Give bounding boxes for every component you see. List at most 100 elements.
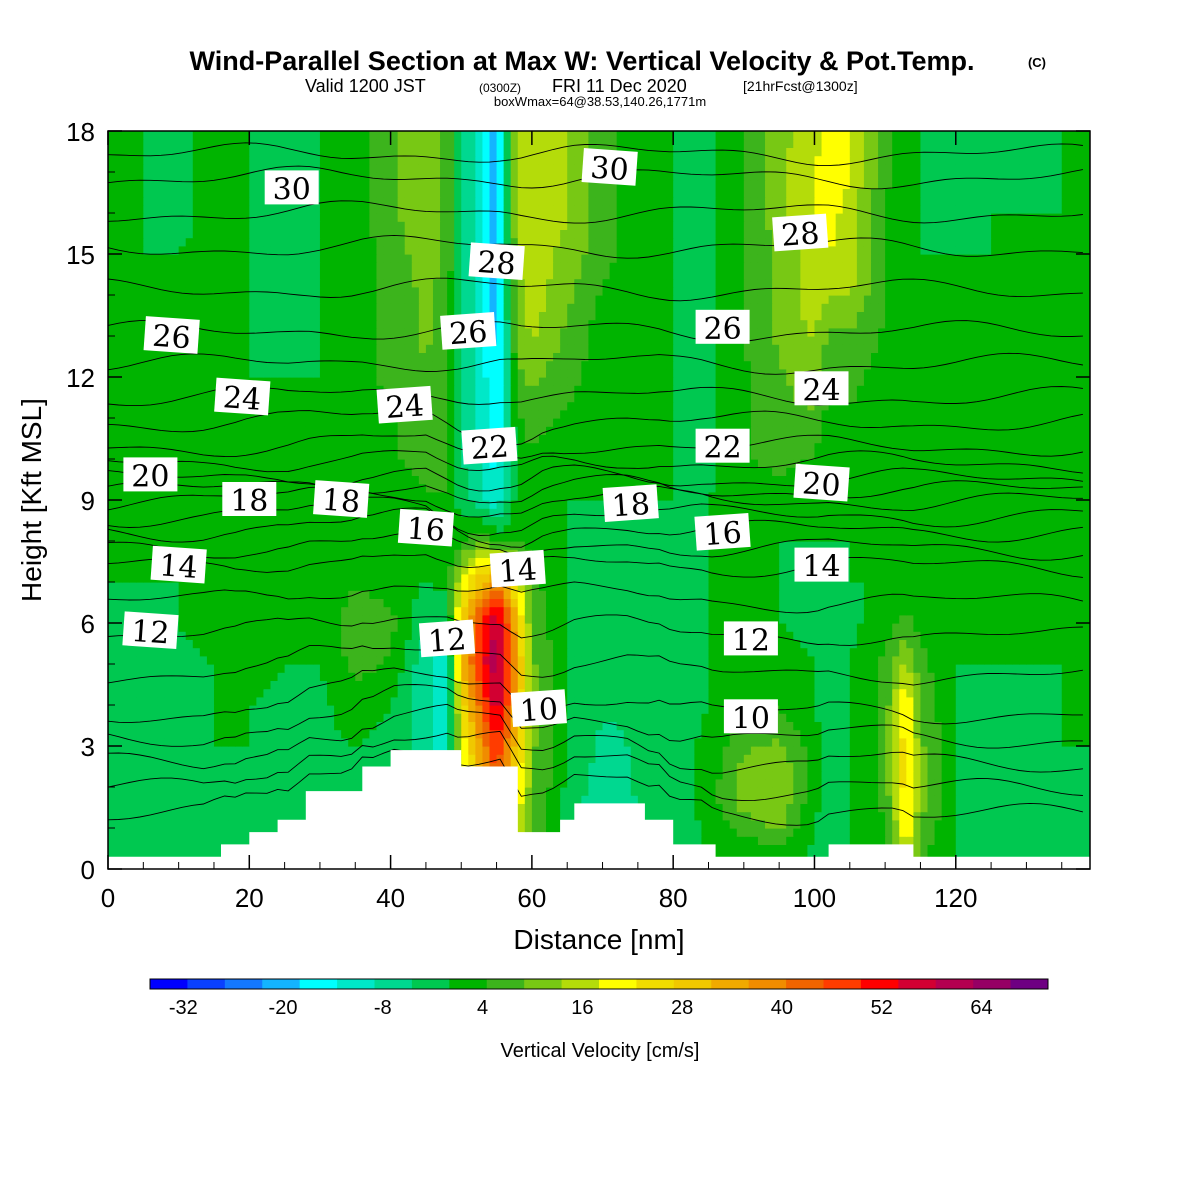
velocity-cell — [411, 598, 420, 608]
velocity-cell — [284, 631, 293, 640]
velocity-cell — [962, 623, 971, 632]
velocity-cell — [673, 655, 681, 665]
velocity-cell — [517, 647, 526, 657]
velocity-cell — [927, 844, 936, 854]
velocity-cell — [715, 614, 724, 624]
velocity-cell — [298, 672, 307, 681]
velocity-cell — [553, 819, 561, 829]
velocity-cell — [623, 762, 632, 772]
velocity-cell — [1033, 737, 1042, 747]
velocity-cell — [221, 672, 229, 681]
velocity-cell — [567, 606, 575, 616]
velocity-cell — [637, 705, 646, 714]
velocity-cell — [206, 787, 215, 796]
velocity-cell — [1068, 631, 1077, 640]
velocity-cell — [517, 598, 526, 608]
velocity-cell — [715, 811, 724, 821]
velocity-cell — [849, 795, 858, 804]
velocity-cell — [574, 787, 582, 796]
velocity-cell — [143, 828, 151, 837]
velocity-cell — [701, 795, 710, 804]
velocity-cell — [560, 573, 568, 583]
velocity-cell — [263, 680, 272, 690]
velocity-cell — [948, 746, 957, 755]
velocity-cell — [955, 819, 964, 829]
velocity-cell — [1061, 762, 1070, 772]
velocity-cell — [171, 680, 180, 690]
velocity-cell — [991, 787, 999, 796]
velocity-cell — [277, 713, 286, 722]
velocity-cell — [807, 803, 816, 813]
velocity-cell — [969, 844, 978, 854]
velocity-cell — [348, 680, 356, 690]
velocity-cell — [863, 696, 872, 706]
velocity-cell — [206, 754, 215, 763]
velocity-cell — [757, 754, 766, 763]
velocity-cell — [708, 647, 717, 657]
velocity-cell — [270, 606, 279, 616]
velocity-cell — [376, 582, 385, 591]
velocity-cell — [263, 705, 272, 714]
velocity-cell — [362, 614, 370, 624]
velocity-cell — [715, 598, 724, 608]
velocity-cell — [553, 737, 561, 747]
velocity-cell — [934, 803, 943, 813]
velocity-cell — [298, 811, 307, 821]
velocity-cell — [715, 795, 724, 804]
velocity-cell — [284, 623, 293, 632]
velocity-cell — [835, 721, 844, 731]
velocity-cell — [757, 746, 766, 755]
velocity-cell — [334, 573, 342, 583]
velocity-cell — [779, 655, 787, 665]
velocity-cell — [659, 647, 667, 657]
velocity-cell — [1061, 639, 1070, 649]
velocity-cell — [157, 590, 166, 599]
velocity-cell — [976, 729, 985, 739]
velocity-cell — [1054, 680, 1063, 690]
velocity-cell — [772, 762, 780, 772]
velocity-cell — [199, 705, 208, 714]
velocity-cell — [334, 639, 342, 649]
velocity-cell — [178, 606, 187, 616]
velocity-cell — [835, 836, 844, 845]
velocity-cell — [694, 770, 703, 780]
velocity-cell — [637, 680, 646, 690]
velocity-cell — [517, 582, 526, 591]
velocity-cell — [546, 598, 554, 608]
velocity-cell — [1082, 614, 1090, 624]
velocity-cell — [1075, 647, 1084, 657]
velocity-cell — [651, 623, 660, 632]
velocity-cell — [447, 705, 455, 714]
velocity-cell — [927, 631, 936, 640]
velocity-cell — [263, 778, 272, 788]
velocity-cell — [1019, 598, 1028, 608]
velocity-cell — [199, 631, 208, 640]
velocity-cell — [962, 639, 971, 649]
velocity-cell — [256, 754, 265, 763]
velocity-cell — [779, 623, 787, 632]
velocity-cell — [298, 655, 307, 665]
velocity-cell — [567, 737, 575, 747]
velocity-cell — [863, 623, 872, 632]
velocity-cell — [842, 672, 851, 681]
velocity-cell — [185, 819, 194, 829]
velocity-cell — [461, 688, 469, 698]
velocity-cell — [948, 770, 957, 780]
velocity-cell — [383, 672, 392, 681]
velocity-cell — [644, 688, 653, 698]
velocity-cell — [644, 606, 653, 616]
velocity-cell — [390, 680, 399, 690]
velocity-cell — [192, 623, 201, 632]
velocity-cell — [298, 713, 307, 722]
velocity-cell — [1054, 598, 1063, 608]
velocity-cell — [546, 647, 554, 657]
velocity-cell — [835, 737, 844, 747]
velocity-cell — [807, 721, 816, 731]
velocity-cell — [849, 614, 858, 624]
velocity-cell — [969, 631, 978, 640]
velocity-cell — [348, 590, 356, 599]
velocity-cell — [1068, 787, 1077, 796]
velocity-cell — [906, 795, 914, 804]
velocity-cell — [892, 647, 900, 657]
velocity-cell — [129, 746, 137, 755]
